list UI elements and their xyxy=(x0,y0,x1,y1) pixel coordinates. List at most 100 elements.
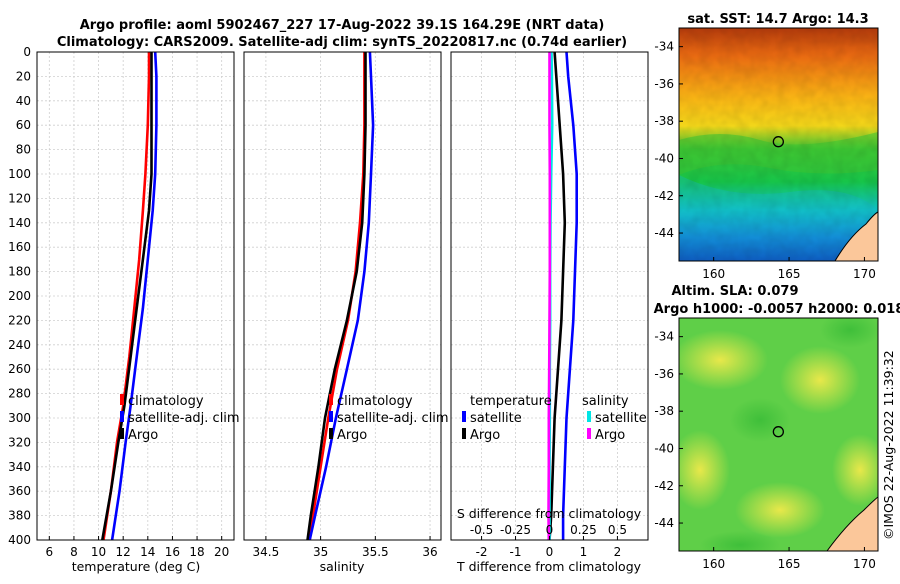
s-tick-label: 0.25 xyxy=(570,523,597,537)
legend-swatch-t-argo xyxy=(462,428,466,439)
map-y-tick-label: -42 xyxy=(654,479,674,493)
difference-t-ticks: -2 -1 0 1 2 xyxy=(476,536,622,559)
map-y-tick-label: -34 xyxy=(654,330,674,344)
sla-high-3 xyxy=(679,430,730,510)
map-y-tick-label: -36 xyxy=(654,367,674,381)
map-y-tick-label: -40 xyxy=(654,441,674,455)
sla-low-2 xyxy=(820,318,878,348)
difference-s-ticks: -0.5 -0.25 0 0.25 0.5 xyxy=(470,523,627,537)
series-salinity-argo xyxy=(547,52,552,541)
temperature-y-ticks: 0 20 40 60 80 100 120 140 160 180 200 220 240 260 280 3… xyxy=(8,45,31,547)
map-x-tick-label: 160 xyxy=(702,267,725,281)
sla-low-1 xyxy=(730,398,790,442)
x-tick-label: 2 xyxy=(614,545,622,559)
y-tick-label: 40 xyxy=(16,94,31,108)
sst-map-title: sat. SST: 14.7 Argo: 14.3 xyxy=(687,12,868,27)
y-tick-label: 0 xyxy=(23,45,31,59)
temperature-grid xyxy=(37,52,234,540)
y-tick-label: 380 xyxy=(8,509,31,523)
map-y-tick-label: -44 xyxy=(654,516,674,530)
s-tick-label: -0.5 xyxy=(470,523,493,537)
map-y-tick-label: -38 xyxy=(654,404,674,418)
y-tick-label: 60 xyxy=(16,118,31,132)
legend-swatch-t-satellite xyxy=(462,411,466,422)
x-tick-label: 35.5 xyxy=(362,545,389,559)
legend-label-t-satellite: satellite xyxy=(470,411,522,426)
x-tick-label: -1 xyxy=(510,545,522,559)
s-difference-label: S difference from climatology xyxy=(457,506,642,521)
legend-swatch-argo xyxy=(120,428,124,439)
salinity-x-ticks: 34.5 35 35.5 36 xyxy=(253,536,438,559)
temperature-axes-box xyxy=(36,51,235,541)
figure-title-line1: Argo profile: aoml 5902467_227 17-Aug-20… xyxy=(80,18,605,33)
difference-legend-salinity: salinity satellite Argo xyxy=(582,394,647,443)
y-tick-label: 240 xyxy=(8,338,31,352)
y-tick-label: 320 xyxy=(8,435,31,449)
x-tick-label: 34.5 xyxy=(253,545,280,559)
y-tick-label: 140 xyxy=(8,216,31,230)
x-tick-label: 20 xyxy=(214,545,229,559)
y-tick-label: 220 xyxy=(8,313,31,327)
x-tick-label: 14 xyxy=(140,545,155,559)
salinity-grid xyxy=(244,52,441,540)
y-tick-label: 300 xyxy=(8,411,31,425)
legend-swatch-argo xyxy=(329,428,333,439)
difference-series xyxy=(547,51,579,541)
y-tick-label: 400 xyxy=(8,533,31,547)
legend-label-s-argo: Argo xyxy=(595,428,625,443)
sst-map-ticks: 160 165 170 -34 -36 -38 -40 -42 -44 xyxy=(654,40,875,281)
map-x-tick-label: 165 xyxy=(778,267,801,281)
y-tick-label: 160 xyxy=(8,240,31,254)
s-tick-label: 0.5 xyxy=(608,523,627,537)
map-x-tick-label: 160 xyxy=(702,557,725,571)
legend-swatch-s-argo xyxy=(587,428,591,439)
y-tick-label: 280 xyxy=(8,387,31,401)
sst-argo-float-marker xyxy=(772,136,784,148)
map-y-tick-label: -34 xyxy=(654,40,674,54)
x-tick-label: 6 xyxy=(45,545,53,559)
temperature-profile-panel: 6 8 10 12 14 16 18 20 0 20 40 60 80 100 120 140 160 180 2… xyxy=(8,45,240,574)
legend-label-satellite: satellite-adj. clim xyxy=(337,411,449,426)
salinity-legend: climatology satellite-adj. clim Argo xyxy=(329,394,449,443)
legend-swatch-climatology xyxy=(329,394,333,405)
series-argo xyxy=(306,52,367,541)
sla-map-frame xyxy=(678,317,879,552)
sla-map-ticks: 160 165 170 -34 -36 -38 -40 -42 -44 xyxy=(654,330,875,571)
legend-label-climatology: climatology xyxy=(337,394,413,409)
map-x-tick-label: 165 xyxy=(778,557,801,571)
series-temperature-satellite xyxy=(561,51,579,540)
sst-heatmap xyxy=(679,28,878,261)
series-satellite-adj-clim xyxy=(308,51,375,541)
sla-high-5 xyxy=(832,434,878,506)
legend-swatch-s-satellite xyxy=(587,411,591,422)
y-tick-label: 100 xyxy=(8,167,31,181)
difference-profile-panel: -2 -1 0 1 2 -0.5 -0.25 0 0.25 0.5 S difference f… xyxy=(450,51,649,574)
salinity-x-label: salinity xyxy=(320,559,365,574)
map-y-tick-label: -42 xyxy=(654,189,674,203)
salinity-profile-panel: 34.5 35 35.5 36 salinity climatology satell… xyxy=(243,51,449,574)
sla-low-3 xyxy=(700,531,780,551)
salinity-axes-box xyxy=(243,51,442,541)
sst-map-frame xyxy=(678,27,879,262)
x-tick-label: 35 xyxy=(313,545,328,559)
sla-argo-float-marker xyxy=(772,426,784,438)
sst-noise xyxy=(679,28,878,261)
sla-high-4 xyxy=(735,482,825,538)
s-tick-label: 0 xyxy=(546,523,554,537)
legend-label-s-satellite: satellite xyxy=(595,411,647,426)
x-tick-label: -2 xyxy=(476,545,488,559)
sla-map-subtitle: Argo h1000: -0.0057 h2000: 0.018 xyxy=(654,302,900,317)
t-difference-label: T difference from climatology xyxy=(456,559,642,574)
temperature-x-label: temperature (deg C) xyxy=(72,559,201,574)
legend-label-satellite: satellite-adj. clim xyxy=(128,411,240,426)
x-tick-label: 12 xyxy=(116,545,131,559)
legend-label-climatology: climatology xyxy=(128,394,204,409)
sst-map-panel: sat. SST: 14.7 Argo: 14.3 160 165 170 -34 -3… xyxy=(654,12,879,281)
legend-swatch-satellite xyxy=(329,411,333,422)
map-y-tick-label: -36 xyxy=(654,77,674,91)
x-tick-label: 8 xyxy=(70,545,78,559)
temperature-x-ticks: 6 8 10 12 14 16 18 20 xyxy=(45,536,229,559)
salinity-series xyxy=(306,51,375,541)
